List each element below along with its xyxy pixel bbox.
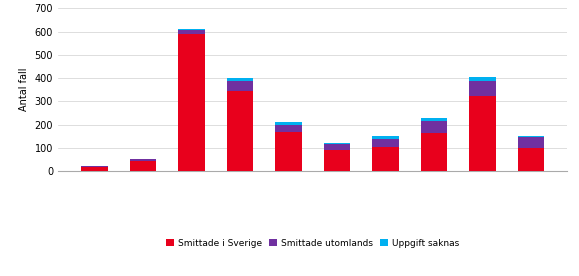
Bar (275, 124, 302, 132)
Bar (324, 150, 350, 171)
Bar (372, 139, 399, 147)
Bar (81, 166, 108, 167)
Bar (178, 30, 205, 34)
Y-axis label: Antal fall: Antal fall (19, 68, 29, 112)
Bar (226, 91, 253, 171)
Bar (518, 148, 544, 171)
Bar (130, 159, 156, 160)
Bar (226, 78, 253, 81)
Bar (324, 143, 350, 144)
Bar (130, 160, 156, 161)
Bar (226, 81, 253, 91)
Bar (420, 133, 447, 171)
Bar (420, 118, 447, 121)
Legend: Smittade i Sverige, Smittade utomlands, Uppgift saknas: Smittade i Sverige, Smittade utomlands, … (163, 235, 463, 251)
Bar (469, 95, 496, 171)
Bar (420, 121, 447, 133)
Bar (518, 137, 544, 148)
Bar (469, 81, 496, 95)
Bar (324, 144, 350, 150)
Bar (518, 136, 544, 137)
Bar (178, 34, 205, 171)
Bar (130, 161, 156, 171)
Bar (275, 122, 302, 124)
Bar (81, 167, 108, 171)
Bar (372, 147, 399, 171)
Bar (372, 136, 399, 139)
Bar (275, 132, 302, 171)
Bar (178, 28, 205, 30)
Bar (469, 77, 496, 81)
